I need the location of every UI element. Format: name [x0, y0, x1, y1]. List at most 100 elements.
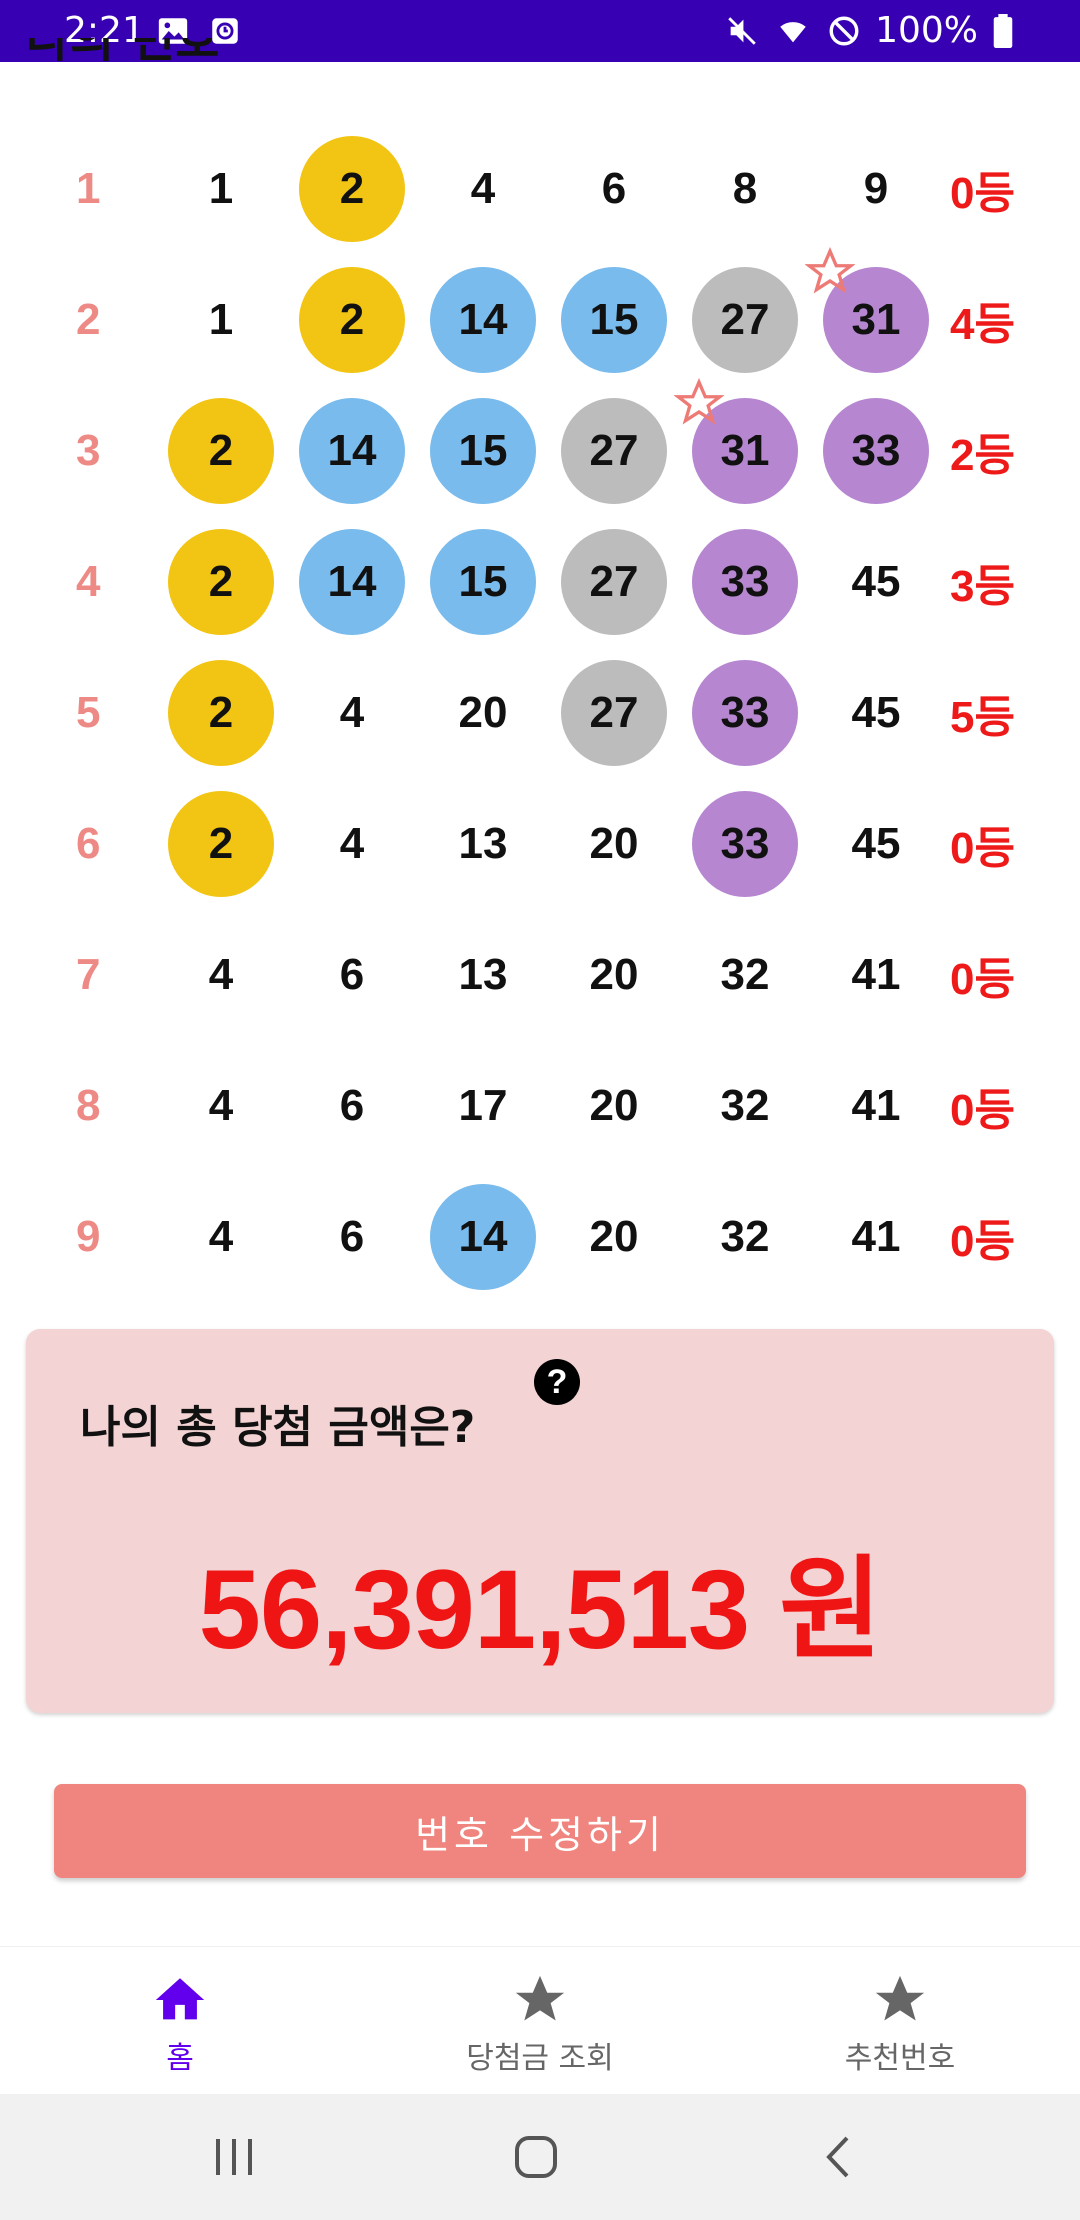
- star-icon: [875, 1975, 925, 2021]
- gallery-icon: [158, 18, 188, 44]
- number-cell: 20: [561, 922, 667, 1028]
- number-value: 27: [720, 295, 770, 344]
- number-cell: 4: [168, 1184, 274, 1290]
- number-value: 45: [851, 557, 901, 606]
- row-number: 2: [76, 295, 101, 344]
- rank-label: 2등: [950, 431, 1015, 480]
- number-cell: 20: [430, 660, 536, 766]
- matched-number-ball: 14: [430, 267, 536, 373]
- number-value: 27: [589, 688, 639, 737]
- rank-label: 0등: [950, 955, 1015, 1004]
- number-cell: 41: [823, 1184, 929, 1290]
- number-cell: 45: [823, 660, 929, 766]
- number-value: 32: [720, 1212, 770, 1261]
- number-value: 41: [851, 950, 901, 999]
- number-value: 45: [851, 819, 901, 868]
- number-value: 33: [720, 557, 770, 606]
- rank-label: 0등: [950, 1217, 1015, 1266]
- number-value: 14: [327, 426, 377, 475]
- row-number: 7: [76, 950, 101, 999]
- total-winnings-label: 나의 총 당첨 금액은?: [80, 1402, 476, 1453]
- row-number: 6: [76, 819, 101, 868]
- status-bar: 2:21 100%: [0, 0, 1080, 62]
- row-number: 1: [76, 164, 101, 213]
- number-cell: 32: [692, 1184, 798, 1290]
- back-button[interactable]: [788, 2124, 888, 2190]
- nav-item-recommended-numbers[interactable]: 추천번호: [720, 1947, 1080, 2095]
- battery-icon: [993, 13, 1013, 48]
- recent-apps-icon: [216, 2139, 252, 2175]
- number-value: 2: [208, 819, 234, 868]
- number-cell: 20: [561, 1184, 667, 1290]
- number-value: 20: [589, 1212, 639, 1261]
- number-value: 4: [208, 950, 234, 999]
- number-value: 15: [458, 557, 508, 606]
- number-row: 9 4 6 14 20 32 41 0등: [0, 1172, 1080, 1303]
- matched-number-ball: 27: [561, 529, 667, 635]
- number-cell: 8: [692, 136, 798, 242]
- number-value: 9: [863, 164, 889, 213]
- number-value: 1: [208, 164, 234, 213]
- help-icon[interactable]: ?: [534, 1359, 580, 1405]
- number-row: 3 2 14 15 27 31 33 2등: [0, 378, 1080, 517]
- number-cell: 4: [299, 791, 405, 897]
- number-value: 20: [458, 688, 508, 737]
- matched-number-ball: 14: [430, 1184, 536, 1290]
- number-rows: 1 1 2 4 6 8 9 0등 2 1 2 14 15 27 31 4등 3 2 14 15 27 31 33 2등 4 2 14…: [0, 124, 1080, 1303]
- rank-label: 0등: [950, 824, 1015, 873]
- matched-number-ball: 2: [168, 660, 274, 766]
- matched-number-ball: 15: [430, 398, 536, 504]
- star-icon: [515, 1975, 565, 2021]
- system-navigation-bar: [0, 2094, 1080, 2220]
- matched-number-ball: 33: [692, 660, 798, 766]
- number-cell: 4: [168, 922, 274, 1028]
- nav-item-home[interactable]: 홈: [0, 1947, 360, 2095]
- battery-percent: 100%: [875, 10, 978, 51]
- number-value: 4: [339, 688, 365, 737]
- number-value: 17: [458, 1081, 508, 1130]
- home-circle-icon: [515, 2136, 557, 2178]
- wifi-icon: [780, 21, 806, 42]
- number-value: 2: [208, 426, 234, 475]
- matched-number-ball: 31: [805, 247, 929, 373]
- total-winnings-card: 나의 총 당첨 금액은? ? 56,391,513 원: [26, 1329, 1054, 1713]
- nav-item-prize-lookup[interactable]: 당첨금 조회: [360, 1947, 720, 2095]
- number-cell: 9: [823, 136, 929, 242]
- number-cell: 32: [692, 1053, 798, 1159]
- rank-label: 5등: [950, 693, 1015, 742]
- row-number: 3: [76, 426, 101, 475]
- number-cell: 45: [823, 791, 929, 897]
- matched-number-ball: 14: [299, 529, 405, 635]
- number-value: 2: [208, 688, 234, 737]
- home-icon: [155, 1978, 205, 2020]
- number-cell: 17: [430, 1053, 536, 1159]
- recent-apps-button[interactable]: [184, 2124, 284, 2190]
- number-value: 32: [720, 950, 770, 999]
- number-cell: 4: [168, 1053, 274, 1159]
- number-value: 41: [851, 1212, 901, 1261]
- status-notification-icons: [156, 14, 242, 48]
- status-system-icons: 100%: [725, 10, 1014, 51]
- number-value: 1: [208, 295, 234, 344]
- rank-label: 4등: [950, 300, 1015, 349]
- number-cell: 6: [299, 1053, 405, 1159]
- number-cell: 4: [430, 136, 536, 242]
- home-system-button[interactable]: [486, 2124, 586, 2190]
- number-value: 27: [589, 557, 639, 606]
- number-value: 33: [851, 426, 901, 475]
- number-value: 14: [458, 295, 508, 344]
- edit-numbers-button[interactable]: 번호 수정하기: [54, 1784, 1026, 1878]
- number-row: 4 2 14 15 27 33 45 3등: [0, 517, 1080, 648]
- row-number: 8: [76, 1081, 101, 1130]
- number-value: 20: [589, 950, 639, 999]
- number-value: 15: [589, 295, 639, 344]
- row-number: 5: [76, 688, 101, 737]
- number-value: 41: [851, 1081, 901, 1130]
- number-cell: 1: [168, 136, 274, 242]
- number-value: 32: [720, 1081, 770, 1130]
- number-value: 2: [339, 295, 365, 344]
- number-cell: 1: [168, 267, 274, 373]
- number-cell: 13: [430, 922, 536, 1028]
- matched-number-ball: 15: [561, 267, 667, 373]
- matched-number-ball: 2: [168, 529, 274, 635]
